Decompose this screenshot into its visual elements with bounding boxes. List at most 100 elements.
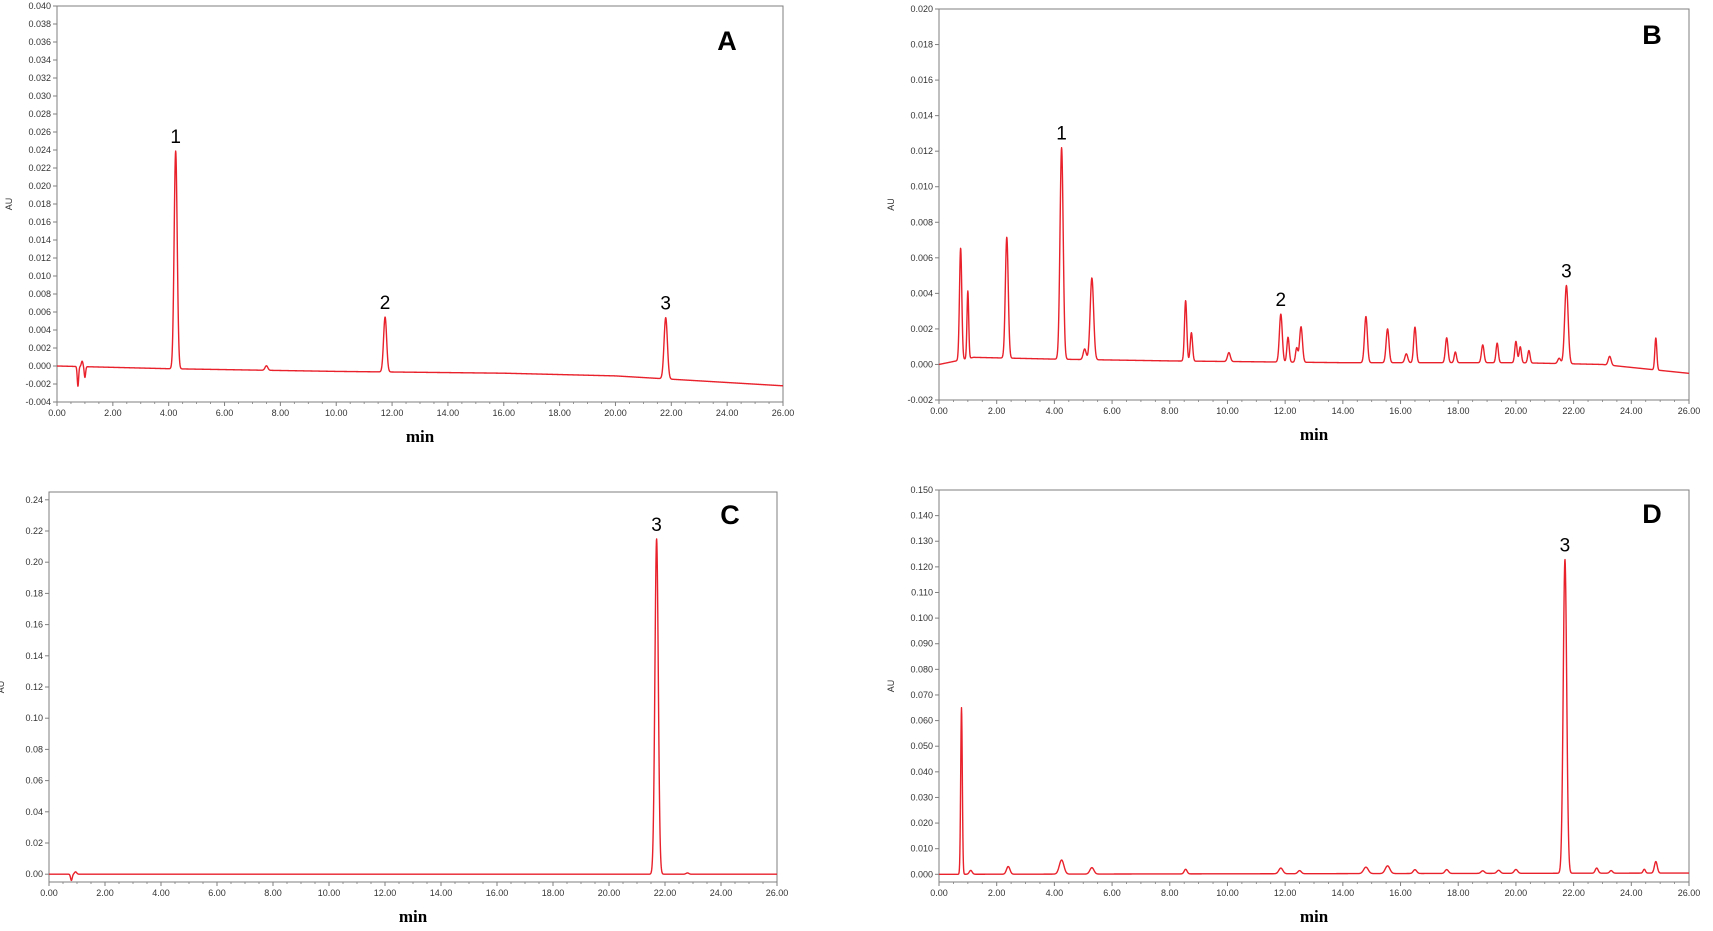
x-tick-label: 16.00 bbox=[486, 888, 509, 898]
y-tick-label: 0.140 bbox=[910, 511, 933, 521]
y-tick-label: 0.050 bbox=[910, 741, 933, 751]
y-tick-label: 0.008 bbox=[910, 217, 933, 227]
panel-letter: D bbox=[1642, 499, 1662, 529]
y-tick-label: 0.028 bbox=[28, 109, 51, 119]
y-tick-label: 0.00 bbox=[25, 869, 43, 879]
y-tick-label: 0.030 bbox=[910, 792, 933, 802]
x-tick-label: 8.00 bbox=[264, 888, 282, 898]
y-tick-label: 0.040 bbox=[910, 767, 933, 777]
y-tick-label: 0.020 bbox=[28, 181, 51, 191]
y-tick-label: 0.016 bbox=[910, 75, 933, 85]
y-tick-label: 0.034 bbox=[28, 55, 51, 65]
y-tick-label: 0.010 bbox=[910, 182, 933, 192]
y-tick-label: 0.06 bbox=[25, 776, 43, 786]
y-tick-label: 0.006 bbox=[28, 307, 51, 317]
chromatogram-panel-c: 0.00 2.00 4.00 6.00 8.00 10.00 12.00 14.00 16.00… bbox=[0, 491, 788, 926]
chromatogram-panel-b: 0.00 2.00 4.00 6.00 8.00 10.00 12.00 14.00 16.00… bbox=[886, 4, 1700, 444]
x-tick-label: 4.00 bbox=[152, 888, 170, 898]
x-tick-label: 12.00 bbox=[1274, 406, 1297, 416]
peak-label: 3 bbox=[651, 515, 662, 536]
y-tick-label: 0.024 bbox=[28, 145, 51, 155]
y-tick-label: 0.020 bbox=[910, 4, 933, 14]
x-tick-label: 14.00 bbox=[437, 408, 460, 418]
y-tick-label: 0.010 bbox=[28, 271, 51, 281]
x-tick-label: 6.00 bbox=[1103, 888, 1121, 898]
x-tick-label: 4.00 bbox=[160, 408, 178, 418]
y-tick-label: 0.110 bbox=[911, 587, 933, 597]
peak-label: 3 bbox=[1560, 535, 1571, 556]
x-axis-title: min bbox=[1300, 425, 1329, 444]
x-tick-label: 10.00 bbox=[325, 408, 348, 418]
x-tick-label: 10.00 bbox=[1216, 888, 1239, 898]
x-tick-label: 22.00 bbox=[1562, 888, 1585, 898]
y-tick-label: 0.070 bbox=[910, 690, 933, 700]
y-tick-label: 0.040 bbox=[28, 1, 51, 11]
x-tick-label: 24.00 bbox=[1620, 888, 1643, 898]
peak-label: 3 bbox=[660, 294, 671, 315]
x-tick-label: 2.00 bbox=[988, 406, 1006, 416]
y-tick-label: 0.010 bbox=[910, 844, 933, 854]
x-axis-title: min bbox=[406, 427, 435, 446]
x-tick-label: 10.00 bbox=[318, 888, 341, 898]
y-tick-label: 0.080 bbox=[910, 664, 933, 674]
y-tick-label: 0.22 bbox=[25, 526, 43, 536]
panel-letter: B bbox=[1642, 20, 1662, 50]
y-tick-label: 0.090 bbox=[910, 639, 933, 649]
y-tick-label: 0.130 bbox=[910, 536, 933, 546]
y-axis-label: AU bbox=[4, 198, 14, 211]
y-tick-label: 0.02 bbox=[25, 838, 43, 848]
peak-label: 3 bbox=[1561, 262, 1572, 283]
y-tick-label: 0.04 bbox=[25, 807, 43, 817]
x-tick-label: 14.00 bbox=[430, 888, 453, 898]
y-tick-label: 0.08 bbox=[25, 744, 43, 754]
x-tick-label: 6.00 bbox=[1103, 406, 1121, 416]
y-tick-label: 0.006 bbox=[910, 253, 933, 263]
y-tick-label: 0.150 bbox=[910, 485, 933, 495]
y-tick-label: 0.038 bbox=[28, 19, 51, 29]
x-tick-label: 16.00 bbox=[1389, 406, 1412, 416]
y-tick-label: 0.24 bbox=[25, 495, 43, 505]
x-tick-label: 20.00 bbox=[604, 408, 627, 418]
chromatogram-trace bbox=[938, 147, 1690, 375]
x-tick-label: 0.00 bbox=[930, 406, 948, 416]
x-tick-label: 16.00 bbox=[493, 408, 516, 418]
x-tick-label: 10.00 bbox=[1216, 406, 1239, 416]
y-tick-label: 0.018 bbox=[910, 40, 933, 50]
x-tick-label: 12.00 bbox=[381, 408, 404, 418]
x-tick-label: 8.00 bbox=[1161, 888, 1179, 898]
y-tick-label: 0.14 bbox=[25, 651, 43, 661]
x-tick-label: 26.00 bbox=[1678, 888, 1701, 898]
x-tick-label: 2.00 bbox=[104, 408, 122, 418]
peak-label: 1 bbox=[1056, 124, 1067, 145]
x-axis-title: min bbox=[399, 907, 428, 926]
x-tick-label: 22.00 bbox=[654, 888, 677, 898]
x-tick-label: 6.00 bbox=[216, 408, 234, 418]
y-tick-label: 0.000 bbox=[28, 361, 51, 371]
y-tick-label: 0.022 bbox=[28, 163, 51, 173]
y-tick-label: -0.002 bbox=[907, 395, 933, 405]
x-tick-label: 26.00 bbox=[772, 408, 795, 418]
y-tick-label: 0.008 bbox=[28, 289, 51, 299]
x-tick-label: 20.00 bbox=[598, 888, 621, 898]
y-axis-label: AU bbox=[0, 681, 6, 694]
x-tick-label: 20.00 bbox=[1505, 888, 1528, 898]
panel-letter: A bbox=[717, 26, 737, 56]
x-tick-label: 2.00 bbox=[988, 888, 1006, 898]
y-tick-label: 0.012 bbox=[28, 253, 51, 263]
x-tick-label: 12.00 bbox=[374, 888, 397, 898]
x-tick-label: 6.00 bbox=[208, 888, 226, 898]
x-tick-label: 24.00 bbox=[1620, 406, 1643, 416]
y-tick-label: 0.20 bbox=[25, 557, 43, 567]
y-tick-label: 0.012 bbox=[910, 146, 933, 156]
y-axis-label: AU bbox=[886, 680, 896, 693]
y-tick-label: 0.030 bbox=[28, 91, 51, 101]
x-tick-label: 24.00 bbox=[716, 408, 739, 418]
y-tick-label: -0.002 bbox=[25, 379, 51, 389]
y-tick-label: 0.032 bbox=[28, 73, 51, 83]
y-tick-label: 0.12 bbox=[25, 682, 43, 692]
plot-frame bbox=[56, 5, 784, 403]
chromatogram-trace bbox=[56, 150, 784, 387]
x-tick-label: 0.00 bbox=[40, 888, 58, 898]
y-tick-label: 0.014 bbox=[910, 111, 933, 121]
